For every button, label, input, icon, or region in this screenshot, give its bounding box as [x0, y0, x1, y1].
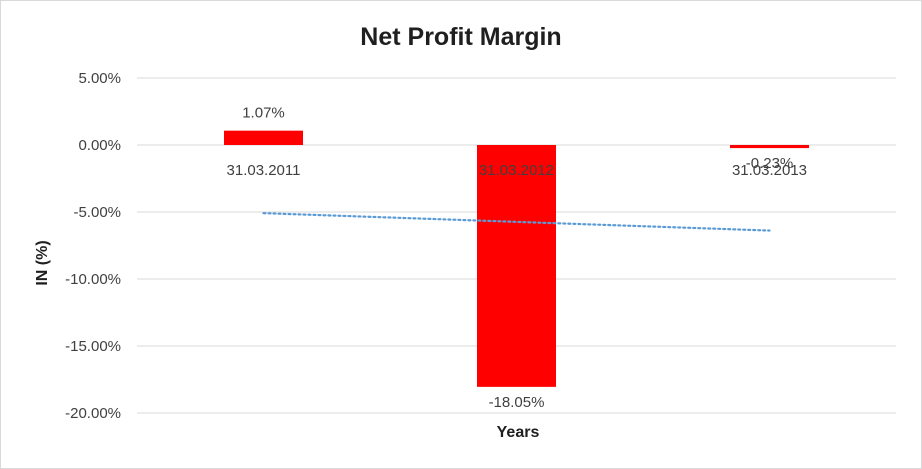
trendline-path: [262, 212, 771, 232]
data-label: 1.07%: [242, 105, 285, 122]
bar: [224, 130, 303, 145]
y-tick-label: -20.00%: [65, 405, 121, 422]
bar: [730, 145, 809, 149]
y-axis-title: IN (%): [34, 240, 51, 285]
bar: [477, 145, 556, 387]
y-tick-label: -5.00%: [73, 204, 121, 221]
bars: [224, 130, 809, 387]
y-tick-label: -10.00%: [65, 271, 121, 288]
trendline: [262, 212, 771, 232]
y-tick-label: 0.00%: [78, 137, 121, 154]
category-label: 31.03.2013: [732, 162, 807, 179]
category-labels: 31.03.2011 31.03.2012 31.03.2013: [227, 162, 808, 179]
x-axis-title: Years: [497, 424, 540, 441]
data-labels: 1.07% -18.05% -0.23%: [242, 105, 793, 411]
category-label: 31.03.2012: [479, 162, 554, 179]
category-label: 31.03.2011: [227, 162, 301, 179]
y-tick-label: 5.00%: [78, 70, 121, 87]
data-label: -18.05%: [489, 394, 545, 411]
chart-title: Net Profit Margin: [360, 23, 561, 51]
data-label: -0.23%: [746, 155, 794, 172]
y-tick-label: -15.00%: [65, 338, 121, 355]
y-axis-ticks: 5.00% 0.00% -5.00% -10.00% -15.00% -20.00%: [65, 70, 121, 422]
